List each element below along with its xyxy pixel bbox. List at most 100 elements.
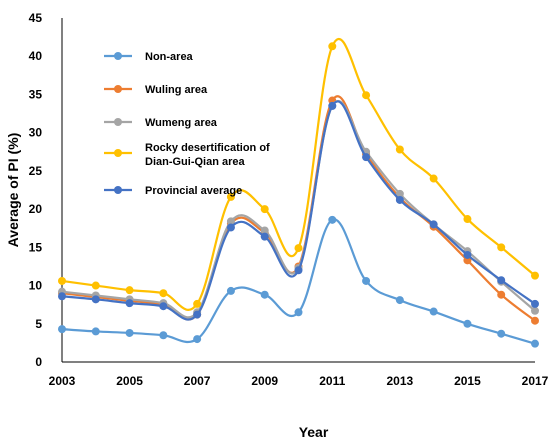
data-point: [226, 192, 235, 201]
data-point: [429, 307, 438, 316]
series-layer: [58, 37, 539, 348]
x-tick-label: 2013: [387, 374, 414, 388]
data-point: [497, 243, 506, 252]
data-point: [125, 299, 134, 308]
x-tick-label: 2003: [49, 374, 76, 388]
y-axis-title: Average of PI (%): [5, 133, 21, 248]
data-point: [328, 101, 337, 110]
data-point: [91, 295, 100, 304]
data-point: [260, 226, 269, 235]
data-point: [193, 299, 202, 308]
data-point: [226, 223, 235, 232]
data-point: [362, 91, 371, 100]
legend-marker: [114, 85, 122, 93]
y-axis: 0 5 10 15 20 25 30 35 40 45: [29, 11, 63, 369]
data-point: [193, 335, 202, 344]
series-3: [58, 37, 539, 311]
data-point: [395, 189, 404, 198]
data-point: [159, 331, 168, 340]
data-point: [463, 319, 472, 328]
x-axis: 2003 2005 2007 2009 2011 2013 2015 2017: [49, 361, 549, 388]
legend-item: Rocky desertification of Dian-Gui-Qian ar…: [104, 142, 270, 168]
data-point: [226, 217, 235, 226]
data-point: [497, 290, 506, 299]
legend-label: Wumeng area: [145, 117, 218, 129]
y-tick-label: 15: [29, 240, 43, 254]
legend-item: Non-area: [104, 51, 194, 63]
x-axis-title: Year: [299, 424, 329, 440]
data-point: [497, 276, 506, 285]
legend-marker: [114, 149, 122, 157]
data-point: [91, 281, 100, 290]
data-point: [463, 250, 472, 259]
data-point: [328, 42, 337, 51]
data-point: [294, 266, 303, 275]
data-point: [193, 310, 202, 319]
data-point: [531, 271, 539, 280]
data-point: [91, 327, 100, 336]
series-2: [58, 100, 539, 319]
legend: Non-area Wuling area Wumeng area Rocky dese…: [104, 51, 270, 197]
data-point: [58, 325, 66, 334]
series-line: [61, 100, 536, 319]
x-tick-label: 2015: [454, 374, 481, 388]
data-point: [226, 286, 235, 295]
y-tick-label: 20: [29, 202, 43, 216]
legend-item: Wumeng area: [104, 117, 218, 129]
data-point: [531, 299, 539, 308]
y-tick-label: 25: [29, 164, 43, 178]
data-point: [395, 195, 404, 204]
legend-marker: [114, 52, 122, 60]
data-point: [362, 153, 371, 162]
series-line: [61, 95, 536, 322]
data-point: [294, 308, 303, 317]
data-point: [125, 328, 134, 337]
series-line: [61, 100, 536, 321]
x-tick-label: 2011: [319, 374, 345, 388]
data-point: [58, 292, 66, 301]
y-tick-label: 40: [29, 49, 43, 63]
data-point: [531, 316, 539, 325]
x-tick-label: 2005: [116, 374, 143, 388]
legend-marker: [114, 186, 122, 194]
legend-label: Rocky desertification of Dian-Gui-Qian ar…: [145, 142, 270, 168]
legend-item: Wuling area: [104, 84, 208, 96]
legend-label: Wuling area: [145, 84, 208, 96]
x-tick-label: 2007: [184, 374, 211, 388]
data-point: [260, 290, 269, 299]
data-point: [531, 306, 539, 315]
legend-label: Non-area: [145, 51, 194, 63]
data-point: [531, 339, 539, 348]
data-point: [260, 205, 269, 214]
series-4: [58, 100, 539, 321]
legend-label: Provincial average: [145, 185, 242, 197]
y-tick-label: 35: [29, 87, 43, 101]
data-point: [429, 174, 438, 183]
data-point: [294, 244, 303, 253]
y-tick-label: 5: [35, 317, 42, 331]
y-tick-label: 30: [29, 126, 43, 140]
legend-marker: [114, 118, 122, 126]
data-point: [497, 329, 506, 338]
data-point: [463, 215, 472, 224]
data-point: [125, 286, 134, 295]
data-point: [429, 220, 438, 229]
data-point: [260, 232, 269, 241]
legend-item: Provincial average: [104, 185, 242, 197]
data-point: [58, 276, 66, 285]
data-point: [395, 145, 404, 154]
series-line: [61, 37, 536, 311]
x-tick-label: 2009: [251, 374, 278, 388]
data-point: [159, 289, 168, 298]
series-0: [58, 215, 539, 348]
data-point: [362, 276, 371, 285]
y-tick-label: 45: [29, 11, 43, 25]
series-line: [61, 218, 536, 345]
x-tick-label: 2017: [522, 374, 549, 388]
data-point: [395, 296, 404, 305]
y-tick-label: 0: [35, 355, 42, 369]
data-point: [328, 215, 337, 224]
data-point: [159, 302, 168, 311]
y-tick-label: 10: [29, 279, 43, 293]
